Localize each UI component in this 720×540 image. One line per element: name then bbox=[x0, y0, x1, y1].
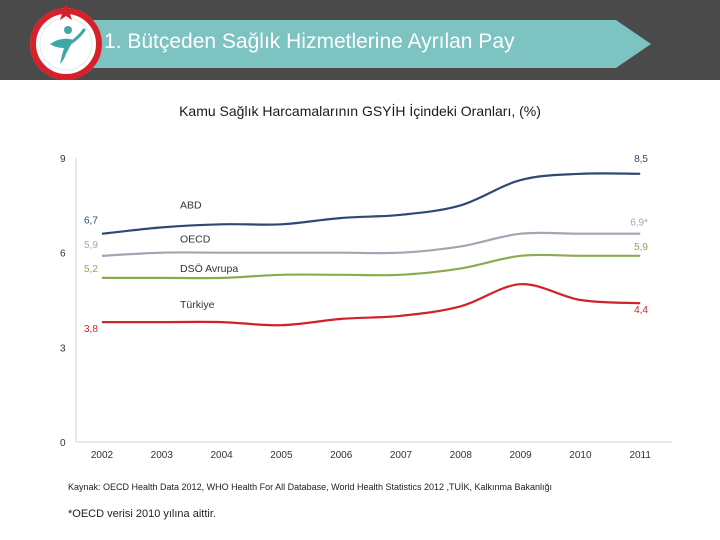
series-start-label: 3,8 bbox=[84, 324, 98, 335]
series-start-label: 6,7 bbox=[84, 216, 98, 227]
series-line-ds-avrupa bbox=[101, 253, 641, 280]
series-start-label: 5,2 bbox=[84, 264, 98, 275]
ministry-logo-icon bbox=[30, 4, 102, 80]
x-tick-label: 2008 bbox=[450, 450, 473, 461]
y-tick-label: 6 bbox=[60, 249, 66, 260]
y-tick-label: 9 bbox=[60, 154, 66, 165]
header-band: 1. Bütçeden Sağlık Hizmetlerine Ayrılan … bbox=[0, 0, 720, 80]
x-tick-label: 2007 bbox=[390, 450, 413, 461]
x-tick-label: 2010 bbox=[569, 450, 592, 461]
series-line-oecd bbox=[101, 231, 641, 257]
x-tick-label: 2011 bbox=[629, 450, 651, 461]
x-tick-label: 2002 bbox=[91, 450, 114, 461]
series-end-label: 5,9 bbox=[634, 242, 648, 253]
page-title: 1. Bütçeden Sağlık Hizmetlerine Ayrılan … bbox=[104, 30, 515, 53]
series-name-label: OECD bbox=[180, 234, 211, 246]
series-name-label: Türkiye bbox=[180, 299, 215, 311]
y-tick-label: 0 bbox=[60, 438, 66, 449]
series-end-label: 6,9* bbox=[630, 218, 648, 229]
header-title-banner bbox=[66, 20, 651, 68]
y-tick-label: 3 bbox=[60, 343, 66, 354]
series-line-abd bbox=[101, 172, 641, 235]
series-start-label: 5,9 bbox=[84, 240, 98, 251]
footnote: *OECD verisi 2010 yılına aittir. bbox=[68, 508, 216, 520]
x-tick-label: 2004 bbox=[210, 450, 233, 461]
series-end-label: 4,4 bbox=[634, 305, 648, 316]
series-name-label: ABD bbox=[180, 199, 202, 211]
x-tick-label: 2003 bbox=[151, 450, 174, 461]
series-end-label: 8,5 bbox=[634, 154, 648, 165]
series-name-label: DSÖ Avrupa bbox=[180, 263, 238, 275]
source-note: Kaynak: OECD Health Data 2012, WHO Healt… bbox=[68, 482, 553, 492]
x-tick-label: 2009 bbox=[509, 450, 532, 461]
x-tick-label: 2006 bbox=[330, 450, 353, 461]
chart-title: Kamu Sağlık Harcamalarının GSYİH İçindek… bbox=[179, 103, 541, 119]
x-tick-label: 2005 bbox=[270, 450, 293, 461]
series-line-t-rkiye bbox=[101, 283, 641, 327]
